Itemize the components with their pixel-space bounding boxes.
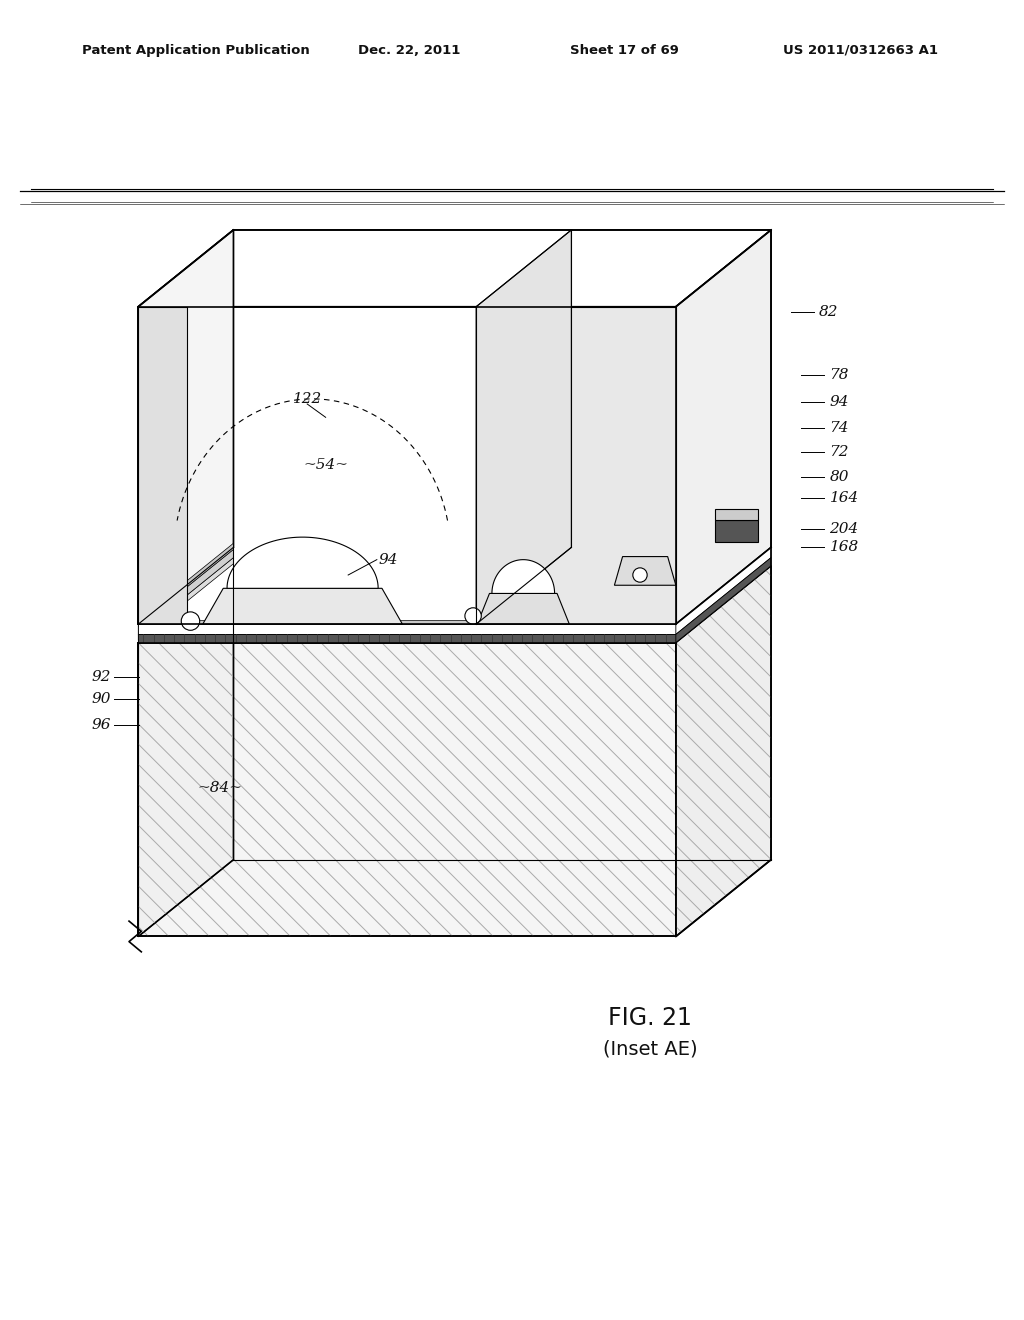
Text: 78: 78 (829, 368, 849, 383)
Bar (715, 510, 758, 520)
Polygon shape (492, 560, 555, 594)
Polygon shape (138, 230, 771, 306)
Text: FIG. 21: FIG. 21 (608, 1006, 692, 1031)
Polygon shape (477, 594, 569, 624)
Text: 74: 74 (829, 421, 849, 434)
Text: US 2011/0312663 A1: US 2011/0312663 A1 (782, 44, 938, 57)
Polygon shape (203, 589, 402, 624)
Polygon shape (138, 549, 233, 635)
Polygon shape (476, 230, 571, 624)
Polygon shape (138, 635, 676, 640)
Polygon shape (138, 635, 676, 643)
Polygon shape (676, 230, 771, 624)
Text: 96: 96 (91, 718, 111, 731)
Text: Dec. 22, 2011: Dec. 22, 2011 (358, 44, 461, 57)
Polygon shape (138, 620, 676, 626)
Polygon shape (138, 230, 233, 624)
Text: 204: 204 (829, 521, 859, 536)
Circle shape (465, 607, 481, 624)
Polygon shape (676, 548, 771, 635)
Polygon shape (138, 557, 233, 640)
Text: 80: 80 (829, 470, 849, 483)
Text: ~84~: ~84~ (198, 781, 243, 795)
Polygon shape (138, 566, 771, 643)
Text: Patent Application Publication: Patent Application Publication (82, 44, 309, 57)
Polygon shape (614, 557, 676, 585)
Polygon shape (138, 626, 676, 635)
Text: (Inset AE): (Inset AE) (603, 1040, 697, 1059)
Text: 94: 94 (379, 553, 398, 566)
Polygon shape (476, 306, 676, 624)
Bar (715, 520, 758, 543)
Text: 94: 94 (829, 395, 849, 409)
Polygon shape (138, 544, 233, 626)
Polygon shape (138, 306, 676, 624)
Text: 82: 82 (819, 305, 839, 319)
Polygon shape (676, 557, 771, 643)
Text: Sheet 17 of 69: Sheet 17 of 69 (570, 44, 679, 57)
Text: 92: 92 (91, 671, 111, 684)
Polygon shape (138, 306, 187, 624)
Polygon shape (227, 537, 378, 589)
Text: 164: 164 (829, 491, 859, 506)
Text: 90: 90 (91, 692, 111, 706)
Text: 122: 122 (293, 392, 322, 405)
Text: 168: 168 (829, 540, 859, 554)
Polygon shape (676, 566, 771, 936)
Text: 72: 72 (829, 445, 849, 459)
Text: ~54~: ~54~ (303, 458, 348, 473)
Circle shape (181, 612, 200, 631)
Polygon shape (138, 643, 676, 936)
Circle shape (633, 568, 647, 582)
Polygon shape (138, 566, 233, 936)
Polygon shape (138, 624, 676, 635)
